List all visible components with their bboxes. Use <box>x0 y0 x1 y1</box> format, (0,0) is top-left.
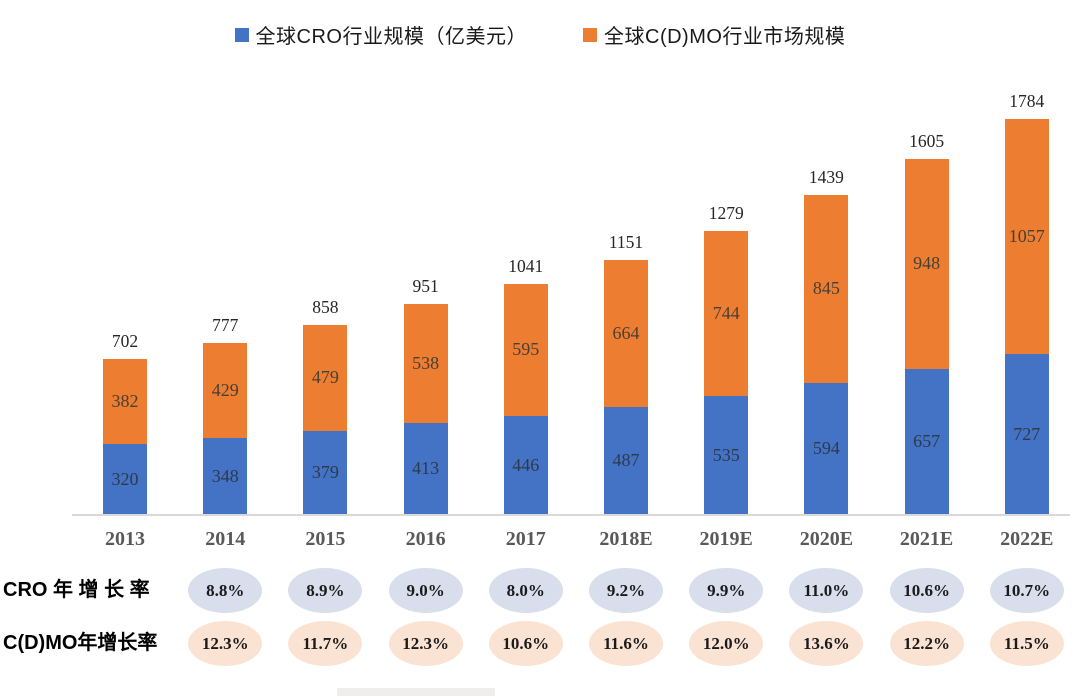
legend-label-cro: 全球CRO行业规模（亿美元） <box>255 26 527 48</box>
x-axis-label: 2017 <box>505 528 546 550</box>
growth-bubble-cdmo: 11.7% <box>288 621 363 666</box>
x-axis-label: 2014 <box>205 528 246 550</box>
bar-total-label: 951 <box>412 276 439 296</box>
bar-value-cdmo: 744 <box>712 302 740 323</box>
bar-value-cro: 594 <box>812 438 840 458</box>
x-axis-label: 2015 <box>305 528 346 550</box>
bar-value-cdmo: 595 <box>512 339 540 359</box>
bar-total-label: 1439 <box>808 167 844 187</box>
bar-value-cro: 320 <box>111 468 139 489</box>
bar-segment-cro <box>103 444 147 515</box>
growth-bubble-cdmo: 11.5% <box>989 621 1064 666</box>
bottom-bar <box>337 688 495 696</box>
growth-bubble-cdmo: 12.3% <box>388 621 463 666</box>
growth-bubble-cdmo: 12.0% <box>689 621 764 666</box>
x-axis-label: 2020E <box>799 528 854 550</box>
growth-bubble-cdmo: 12.3% <box>188 621 263 666</box>
bar-segment-cro <box>203 438 248 515</box>
bar-segment-cdmo <box>403 304 448 423</box>
x-axis-label: 2016 <box>405 528 446 550</box>
legend-label-cdmo: 全球C(D)MO行业市场规模 <box>604 26 846 48</box>
growth-bubble-cdmo: 11.6% <box>589 621 663 666</box>
growth-bubble-cro: 8.8% <box>188 568 263 613</box>
bar-segment-cro <box>704 396 749 515</box>
bar-value-cro: 727 <box>1013 423 1041 444</box>
bar-segment-cro <box>303 431 348 515</box>
growth-bubble-cro: 8.0% <box>488 568 563 613</box>
growth-row-label-cdmo: C(D)MO年增长率 <box>3 632 158 654</box>
legend-swatch-cdmo-icon <box>583 27 597 42</box>
bar-value-cdmo: 479 <box>311 367 339 387</box>
bar-value-cdmo: 845 <box>812 278 840 298</box>
legend-item-cdmo: 全球C(D)MO行业市场规模 <box>583 20 845 49</box>
bar-total-label: 1041 <box>508 256 544 276</box>
bar-segment-cdmo <box>503 284 548 416</box>
bar-segment-cdmo <box>1004 119 1049 354</box>
growth-bubble-cdmo: 12.2% <box>889 621 964 666</box>
x-axis-label: 2022E <box>1000 528 1054 550</box>
bar-segment-cro <box>1004 354 1049 515</box>
legend-item-cro: 全球CRO行业规模（亿美元） <box>234 20 527 49</box>
growth-bubble-cro: 10.6% <box>889 568 964 613</box>
growth-bubble-cdmo: 13.6% <box>789 621 864 666</box>
bar-total-label: 702 <box>111 331 139 351</box>
bar-value-cro: 446 <box>512 454 540 475</box>
x-axis-label: 2018E <box>599 528 653 550</box>
bar-value-cdmo: 429 <box>211 379 239 400</box>
bar-total-label: 1279 <box>708 203 744 223</box>
bar-segment-cro <box>604 407 648 515</box>
bar-value-cro: 413 <box>412 458 440 478</box>
growth-bubble-cro: 11.0% <box>789 568 864 613</box>
bar-value-cdmo: 538 <box>412 352 440 373</box>
bar-value-cro: 657 <box>913 431 941 451</box>
bar-segment-cdmo <box>303 325 348 431</box>
bar-segment-cro <box>403 423 448 515</box>
x-axis-label: 2019E <box>699 528 753 550</box>
bar-segment-cro <box>904 369 949 515</box>
bar-value-cdmo: 382 <box>111 390 139 411</box>
growth-bubble-cro: 9.2% <box>589 568 663 613</box>
bar-value-cro: 535 <box>712 444 740 465</box>
growth-row-label-cro: CRO 年 增 长 率 <box>3 579 150 601</box>
legend: 全球CRO行业规模（亿美元） 全球C(D)MO行业市场规模 <box>0 20 1080 49</box>
growth-bubble-cro: 9.0% <box>388 568 463 613</box>
bar-total-label: 1605 <box>909 131 945 151</box>
growth-bubble-cro: 8.9% <box>288 568 363 613</box>
bar-value-cdmo: 948 <box>913 253 941 273</box>
bar-total-label: 1784 <box>1009 91 1045 111</box>
bar-segment-cdmo <box>203 343 248 438</box>
growth-bubble-cro: 10.7% <box>989 568 1064 613</box>
bar-value-cro: 348 <box>211 465 239 486</box>
bar-total-label: 777 <box>212 315 239 335</box>
bar-segment-cro <box>503 416 548 515</box>
growth-bubble-cro: 9.9% <box>689 568 764 613</box>
bar-value-cro: 487 <box>612 450 640 470</box>
growth-bubble-cdmo: 10.6% <box>488 621 563 666</box>
bar-total-label: 1151 <box>608 232 644 252</box>
bar-segment-cdmo <box>604 260 648 407</box>
x-axis-label: 2013 <box>105 528 145 550</box>
x-axis-line <box>72 514 1070 516</box>
bar-value-cro: 379 <box>311 462 339 482</box>
bar-segment-cdmo <box>904 159 949 369</box>
bar-segment-cdmo <box>804 195 849 383</box>
bar-total-label: 858 <box>312 297 339 317</box>
bar-segment-cro <box>804 383 849 515</box>
bar-segment-cdmo <box>103 359 147 444</box>
x-axis-label: 2021E <box>899 528 954 550</box>
bar-segment-cdmo <box>704 231 749 396</box>
legend-swatch-cro-icon <box>234 27 249 42</box>
bar-value-cdmo: 1057 <box>1008 225 1045 246</box>
bar-value-cdmo: 664 <box>612 322 640 343</box>
